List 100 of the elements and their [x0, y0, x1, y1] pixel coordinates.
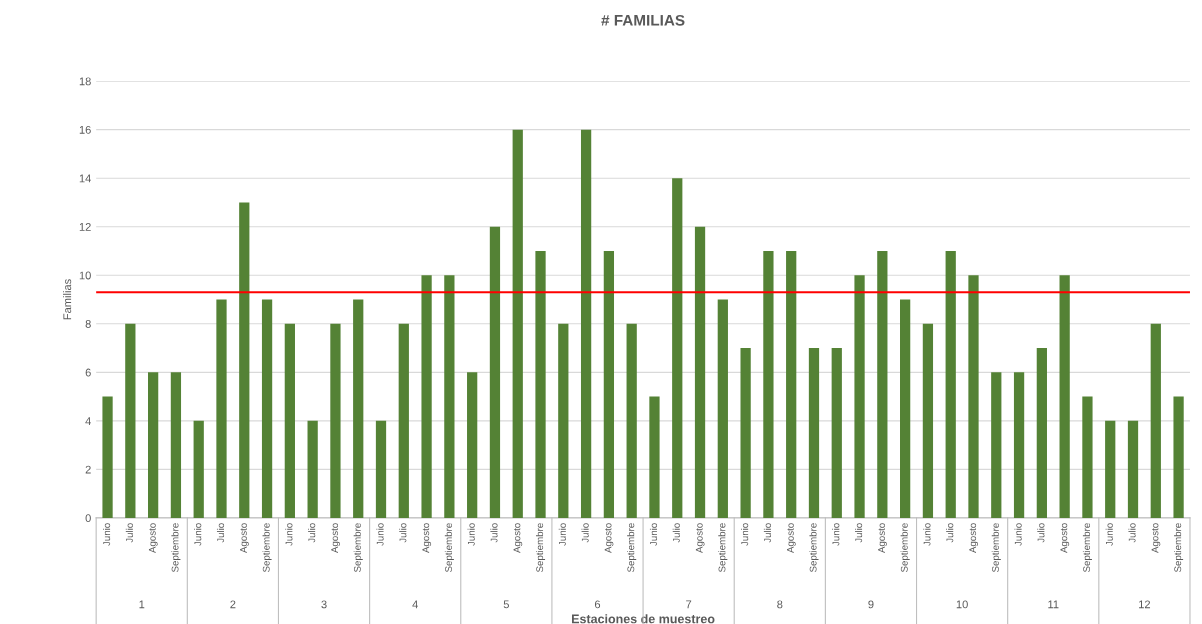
- y-tick-label: 10: [79, 271, 91, 280]
- bar: [740, 348, 751, 518]
- bar: [603, 250, 615, 518]
- y-axis-title: Familias: [63, 279, 72, 320]
- x-tick-label: Julio: [399, 523, 407, 543]
- bar: [877, 250, 888, 518]
- x-tick-label: Junio: [1105, 523, 1113, 546]
- bar: [558, 323, 569, 518]
- text: 7: [686, 600, 692, 609]
- bar: [1036, 348, 1047, 518]
- x-tick-label: Septiembre: [535, 523, 546, 573]
- x-tick-label: Julio: [763, 523, 772, 543]
- x-tick-label: Junio: [194, 523, 202, 546]
- bar: [672, 178, 683, 518]
- x-tick-label: Septiembre: [444, 523, 454, 573]
- x-tick-label: Julio: [125, 523, 133, 543]
- bar: [945, 250, 956, 518]
- x-tick-label: Julio: [308, 523, 316, 543]
- text: 12: [1139, 600, 1151, 609]
- x-axis-title: Estaciones de muestreo: [572, 614, 715, 624]
- bar: [148, 372, 159, 518]
- x-tick-label: Julio: [855, 523, 863, 543]
- x-tick-label: Agosto: [969, 523, 979, 554]
- y-tick-label: 12: [79, 222, 91, 231]
- bar: [284, 323, 295, 518]
- bar: [900, 299, 911, 518]
- bar: [125, 323, 136, 518]
- bar: [626, 323, 637, 518]
- x-tick-label: Septiembre: [991, 523, 1001, 573]
- bar: [831, 348, 842, 518]
- bar: [786, 250, 797, 518]
- bar: [968, 275, 979, 518]
- x-tick-label: Agosto: [148, 523, 158, 554]
- x-tick-label: Septiembre: [353, 523, 363, 573]
- text: 11: [1048, 600, 1059, 609]
- x-tick-label: Agosto: [331, 523, 340, 554]
- bar: [1127, 420, 1139, 518]
- x-tick-label: Julio: [1037, 523, 1045, 543]
- y-tick-label: 18: [79, 77, 91, 86]
- bar: [649, 396, 660, 518]
- x-tick-label: Septiembre: [627, 523, 637, 573]
- bar: [421, 275, 432, 518]
- text: 9: [868, 600, 874, 609]
- bar: [489, 226, 501, 518]
- bar: [991, 372, 1002, 518]
- y-tick-label: 8: [85, 320, 91, 328]
- x-tick-label: Septiembre: [809, 523, 819, 573]
- x-tick-label: Septiembre: [171, 523, 181, 573]
- x-tick-label: Agosto: [422, 523, 432, 554]
- bar: [375, 420, 387, 518]
- x-tick-label: Junio: [1014, 523, 1022, 546]
- bar: [1150, 323, 1161, 518]
- bar: [1173, 396, 1184, 518]
- bar: [307, 420, 318, 518]
- x-tick-label: Junio: [467, 523, 475, 546]
- text: 5: [503, 600, 509, 609]
- x-tick-label: Julio: [1128, 523, 1136, 543]
- bar: [922, 323, 934, 518]
- bar: [1082, 396, 1093, 518]
- x-tick-label: Junio: [376, 523, 384, 546]
- chart-title: # FAMILIAS: [601, 14, 685, 26]
- text: 4: [412, 600, 418, 609]
- y-tick-label: 2: [85, 465, 91, 474]
- x-tick-label: Junio: [558, 523, 566, 546]
- x-tick-label: Junio: [832, 523, 840, 546]
- bar: [854, 275, 865, 518]
- x-tick-label: Agosto: [513, 523, 523, 554]
- text: 1: [139, 600, 145, 609]
- bar: [170, 372, 182, 518]
- text: 8: [777, 600, 783, 609]
- y-tick-label: 16: [79, 125, 91, 134]
- x-tick-label: Julio: [672, 523, 680, 543]
- x-tick-label: Junio: [285, 523, 293, 546]
- x-tick-label: Junio: [103, 523, 111, 546]
- x-tick-label: Septiembre: [718, 523, 728, 573]
- bar: [808, 348, 820, 518]
- x-tick-label: Agosto: [695, 523, 705, 554]
- bar: [512, 129, 523, 518]
- x-tick-label: Septiembre: [1082, 523, 1092, 573]
- x-tick-label: Junio: [741, 523, 749, 546]
- x-tick-label: Junio: [923, 523, 931, 546]
- x-tick-label: Agosto: [878, 523, 887, 554]
- x-tick-label: Septiembre: [262, 523, 272, 573]
- x-tick-label: Junio: [649, 523, 658, 546]
- text: 3: [321, 600, 327, 609]
- x-tick-label: Agosto: [240, 523, 249, 554]
- text: 2: [230, 600, 236, 609]
- bar: [763, 250, 774, 518]
- bar: [193, 420, 204, 518]
- bar: [1105, 420, 1116, 518]
- bar: [239, 202, 250, 518]
- bar: [1059, 275, 1070, 518]
- bar: [261, 299, 273, 518]
- bar: [535, 250, 546, 518]
- y-tick-label: 0: [85, 514, 91, 523]
- text: 6: [594, 600, 601, 609]
- bar: [216, 299, 227, 518]
- x-tick-label: Agosto: [787, 523, 796, 554]
- y-tick-label: 4: [85, 417, 91, 425]
- bar: [444, 275, 455, 518]
